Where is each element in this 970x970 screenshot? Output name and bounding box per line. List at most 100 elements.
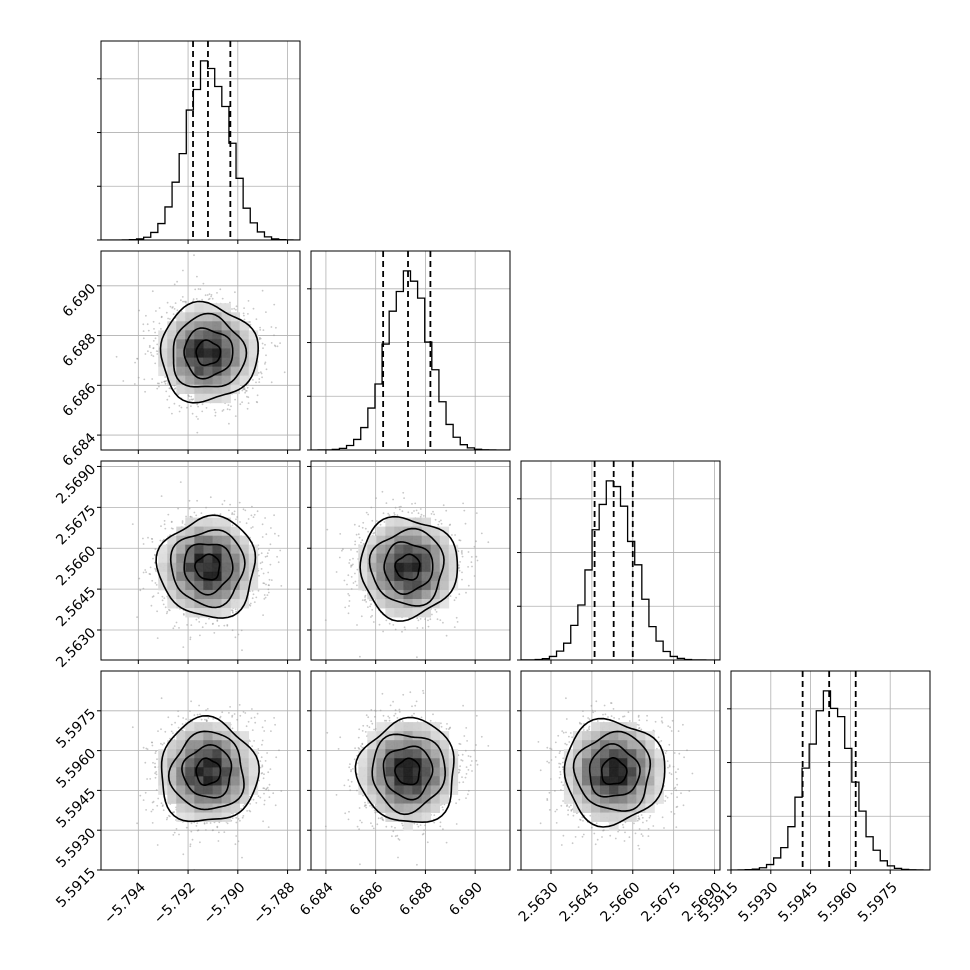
sample-point xyxy=(197,405,200,408)
sample-point xyxy=(221,297,224,300)
panel-content xyxy=(101,251,300,450)
sample-point xyxy=(172,627,175,630)
density-cell xyxy=(176,330,186,340)
sample-point xyxy=(440,519,442,522)
sample-point xyxy=(265,533,268,536)
sample-point xyxy=(270,326,273,328)
sample-point xyxy=(243,307,246,309)
sample-point xyxy=(439,619,442,621)
density-cell xyxy=(221,366,231,377)
sample-point xyxy=(246,407,249,410)
sample-point xyxy=(177,507,180,510)
sample-point xyxy=(265,311,267,313)
sample-point xyxy=(144,569,147,571)
sample-point xyxy=(437,523,440,526)
sample-point xyxy=(169,318,171,320)
sample-point xyxy=(413,510,415,512)
sample-point xyxy=(453,626,456,628)
sample-point xyxy=(173,625,176,627)
sample-point xyxy=(427,625,430,628)
sample-point xyxy=(221,410,224,412)
sample-point xyxy=(257,372,260,374)
density-cell xyxy=(230,321,241,331)
density-cell xyxy=(167,321,177,331)
sample-point xyxy=(347,593,350,595)
sample-point xyxy=(353,523,356,526)
sample-point xyxy=(261,289,264,292)
sample-point xyxy=(231,308,233,310)
sample-point xyxy=(359,655,361,658)
sample-point xyxy=(188,507,191,510)
sample-point xyxy=(458,569,461,572)
sample-point xyxy=(151,541,154,543)
sample-point xyxy=(195,415,198,418)
sample-point xyxy=(419,515,422,518)
sample-point xyxy=(185,301,187,304)
sample-point xyxy=(279,549,282,552)
sample-point xyxy=(453,599,456,602)
density-cell xyxy=(212,312,222,322)
sample-point xyxy=(261,561,264,564)
density-cell xyxy=(194,321,204,331)
density-cell xyxy=(212,348,222,358)
sample-point xyxy=(343,579,346,582)
density-cell xyxy=(221,321,231,331)
sample-point xyxy=(350,588,353,590)
histogram-p2 xyxy=(311,270,510,450)
sample-point xyxy=(324,619,327,621)
sample-point xyxy=(267,588,270,591)
sample-point xyxy=(442,504,445,507)
sample-point xyxy=(206,294,209,296)
density-cell xyxy=(239,375,250,386)
sample-point xyxy=(460,551,463,554)
sample-point xyxy=(242,388,245,391)
density-cell xyxy=(185,384,195,395)
density-cell xyxy=(203,303,213,313)
sample-point xyxy=(259,326,261,329)
sample-point xyxy=(178,410,181,413)
sample-point xyxy=(205,506,208,509)
sample-point xyxy=(136,357,139,360)
sample-point xyxy=(381,490,384,493)
sample-point xyxy=(269,563,272,566)
sample-point xyxy=(358,525,361,528)
sample-point xyxy=(475,540,477,543)
density-cell xyxy=(230,330,241,340)
sample-point xyxy=(251,590,254,592)
sample-point xyxy=(265,368,268,371)
density-cell xyxy=(176,339,186,349)
sample-point xyxy=(156,353,159,355)
sample-point xyxy=(231,629,234,632)
sample-point xyxy=(197,288,200,290)
sample-point xyxy=(372,621,375,623)
sample-point xyxy=(249,602,252,605)
density-cell xyxy=(230,384,241,395)
sample-point xyxy=(273,334,275,337)
sample-point xyxy=(151,579,154,582)
sample-point xyxy=(149,566,152,569)
sample-point xyxy=(223,499,226,502)
sample-point xyxy=(250,514,253,517)
sample-point xyxy=(234,608,237,611)
density-cell xyxy=(239,348,250,358)
sample-point xyxy=(420,513,423,516)
sample-point xyxy=(265,583,267,586)
sample-point xyxy=(251,387,254,390)
sample-point xyxy=(192,398,195,401)
density-cell xyxy=(167,375,177,386)
sample-point xyxy=(149,573,152,576)
sample-point xyxy=(471,565,473,568)
sample-point xyxy=(218,625,220,627)
sample-point xyxy=(144,390,147,393)
density-cell xyxy=(167,348,177,358)
density-cell xyxy=(230,348,241,358)
density-cell xyxy=(203,375,213,386)
sample-point xyxy=(401,630,403,633)
sample-point xyxy=(464,522,467,525)
sample-point xyxy=(228,662,230,664)
density-cell xyxy=(185,321,195,331)
density-cell xyxy=(221,375,231,386)
sample-point xyxy=(171,307,174,309)
sample-point xyxy=(229,503,232,506)
density-cell xyxy=(203,384,213,395)
